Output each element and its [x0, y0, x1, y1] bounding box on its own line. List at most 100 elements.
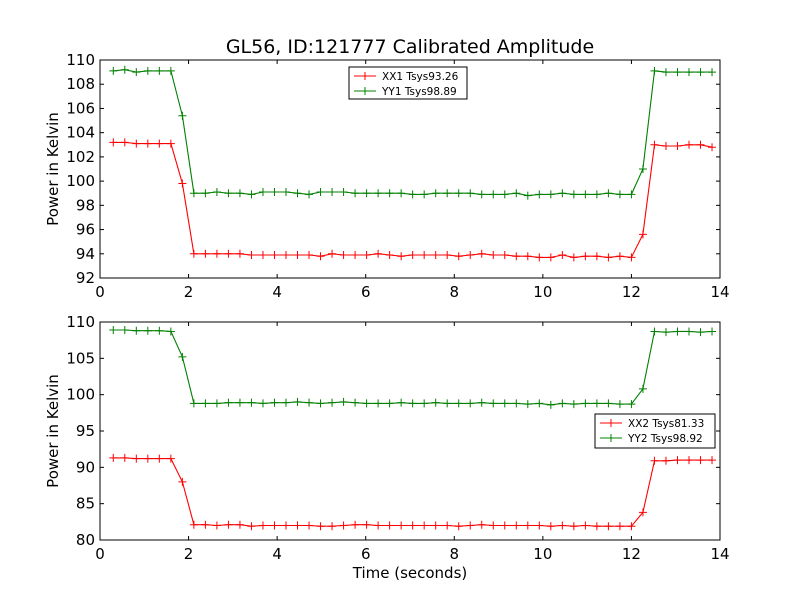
data-point	[512, 252, 521, 261]
data-point	[189, 189, 198, 198]
y-tick-label: 106	[66, 99, 95, 117]
data-point	[235, 189, 244, 198]
data-point	[316, 252, 325, 261]
data-point	[650, 140, 659, 149]
data-point	[224, 189, 233, 198]
data-point	[201, 520, 210, 529]
data-point	[166, 327, 175, 336]
data-point	[592, 522, 601, 531]
y-tick-label: 102	[66, 148, 95, 166]
data-point	[604, 189, 613, 198]
x-tick-label: 8	[450, 283, 460, 301]
data-point	[420, 190, 429, 199]
data-point	[201, 399, 210, 408]
data-point	[282, 188, 290, 197]
data-point	[385, 250, 394, 259]
data-point	[351, 398, 360, 407]
data-point	[351, 520, 360, 529]
data-point	[235, 249, 244, 258]
data-point	[258, 521, 267, 530]
data-point	[638, 165, 647, 173]
data-point	[638, 230, 647, 239]
y-axis-label: Power in Kelvin	[44, 112, 62, 226]
data-point	[685, 140, 693, 149]
data-point	[362, 189, 371, 198]
data-point	[258, 188, 267, 197]
x-tick-label: 0	[95, 545, 105, 563]
data-point	[454, 522, 463, 531]
data-point	[477, 249, 486, 258]
data-point	[212, 249, 221, 258]
data-point	[166, 66, 175, 75]
data-point	[109, 138, 118, 147]
data-point	[155, 66, 164, 75]
data-point	[673, 327, 682, 336]
data-point	[258, 250, 267, 259]
data-point	[305, 190, 314, 199]
data-point	[685, 456, 693, 465]
data-point	[408, 521, 417, 530]
data-point	[132, 68, 141, 77]
data-point	[247, 190, 256, 199]
data-point	[489, 250, 498, 259]
legend-marker	[361, 87, 369, 95]
data-point	[443, 399, 452, 408]
data-point	[685, 68, 693, 77]
x-tick-label: 2	[184, 545, 194, 563]
data-point	[189, 399, 198, 408]
legend-marker	[607, 434, 615, 442]
data-point	[109, 453, 118, 462]
y-axis-label: Power in Kelvin	[44, 374, 62, 488]
x-tick-label: 4	[272, 283, 282, 301]
x-tick-label: 14	[710, 283, 729, 301]
y-tick-label: 92	[76, 269, 95, 287]
data-point	[592, 399, 601, 408]
data-point	[535, 253, 544, 262]
data-point	[293, 250, 302, 259]
data-point	[512, 399, 521, 408]
data-point	[247, 522, 256, 531]
data-point	[420, 399, 429, 408]
data-point	[615, 522, 624, 531]
data-point	[201, 189, 210, 198]
x-axis-label: Time (seconds)	[352, 564, 468, 582]
data-point	[650, 66, 659, 75]
data-point	[270, 250, 279, 259]
data-point	[362, 399, 371, 408]
data-point	[546, 522, 555, 531]
data-point	[500, 399, 509, 408]
data-point	[120, 65, 129, 74]
data-point	[604, 253, 613, 262]
y-tick-label: 100	[66, 172, 95, 190]
data-point	[466, 189, 475, 198]
data-point	[166, 139, 175, 148]
data-point	[132, 139, 141, 148]
plot-area	[109, 65, 717, 262]
data-point	[535, 399, 544, 408]
data-point	[305, 398, 314, 407]
data-point	[443, 189, 452, 198]
data-point	[224, 398, 233, 407]
data-point	[512, 521, 521, 530]
data-point	[535, 521, 544, 530]
data-point	[477, 190, 486, 199]
data-point	[132, 454, 141, 463]
data-point	[558, 189, 567, 198]
y-tick-label: 96	[76, 221, 95, 239]
data-point	[120, 453, 129, 462]
y-tick-label: 110	[66, 51, 95, 69]
data-point	[696, 68, 705, 77]
data-point	[362, 520, 371, 529]
data-point	[581, 190, 590, 199]
legend-label: YY1 Tsys98.89	[381, 86, 457, 98]
y-tick-label: 110	[66, 313, 95, 331]
data-point	[420, 250, 429, 259]
data-point	[627, 253, 636, 262]
data-point	[293, 397, 302, 406]
legend-label: XX1 Tsys93.26	[382, 71, 459, 83]
y-tick-label: 100	[66, 386, 95, 404]
data-point	[627, 190, 636, 199]
data-point	[569, 522, 578, 531]
data-point	[178, 352, 187, 361]
